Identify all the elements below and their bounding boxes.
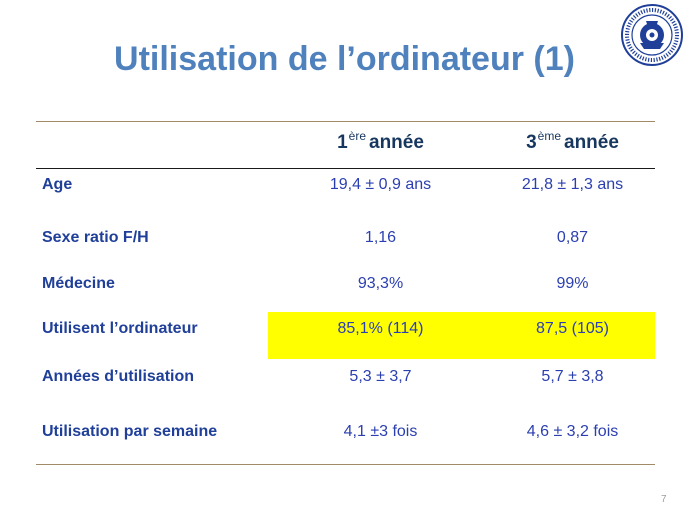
cell-first-year: 19,4 ± 0,9 ans — [329, 176, 432, 193]
cell-third-year: 87,5 (105) — [536, 320, 609, 337]
cell-first-year: 1,16 — [364, 229, 397, 246]
table-row: Age 19,4 ± 0,9 ans 21,8 ± 1,3 ans — [36, 174, 655, 220]
cell-first-year: 4,1 ±3 fois — [343, 423, 418, 440]
header-third-year: 3ème année — [526, 129, 619, 153]
row-label: Utilisent l’ordinateur — [42, 320, 198, 337]
row-label: Sexe ratio F/H — [42, 229, 149, 246]
table-row: Sexe ratio F/H 1,16 0,87 — [36, 227, 655, 273]
table-row-highlighted: Utilisent l’ordinateur 85,1% (114) 87,5 … — [36, 318, 655, 364]
cell-third-year: 0,87 — [556, 229, 589, 246]
row-label: Années d’utilisation — [42, 368, 195, 385]
cell-first-year: 85,1% (114) — [337, 320, 424, 337]
cell-third-year: 99% — [556, 275, 589, 292]
table-row: Utilisation par semaine 4,1 ±3 fois 4,6 … — [36, 421, 655, 467]
university-seal-icon — [621, 4, 683, 66]
cell-first-year: 5,3 ± 3,7 — [349, 368, 412, 385]
cell-first-year: 93,3% — [357, 275, 404, 292]
cell-third-year: 5,7 ± 3,8 — [541, 368, 604, 385]
row-label: Age — [42, 176, 73, 193]
cell-third-year: 21,8 ± 1,3 ans — [521, 176, 624, 193]
row-label: Utilisation par semaine — [42, 423, 218, 440]
row-label: Médecine — [42, 275, 115, 292]
table-row: Années d’utilisation 5,3 ± 3,7 5,7 ± 3,8 — [36, 366, 655, 412]
table-header: 1ère année 3ème année — [36, 122, 655, 169]
highlight-band — [268, 312, 655, 359]
data-table: 1ère année 3ème année Age 19,4 ± 0,9 ans 2… — [36, 121, 655, 465]
header-first-year: 1ère année — [337, 129, 424, 153]
slide-title: Utilisation de l’ordinateur (1) — [114, 40, 575, 78]
page-number: 7 — [661, 494, 667, 505]
cell-third-year: 4,6 ± 3,2 fois — [526, 423, 619, 440]
table-row: Médecine 93,3% 99% — [36, 273, 655, 319]
